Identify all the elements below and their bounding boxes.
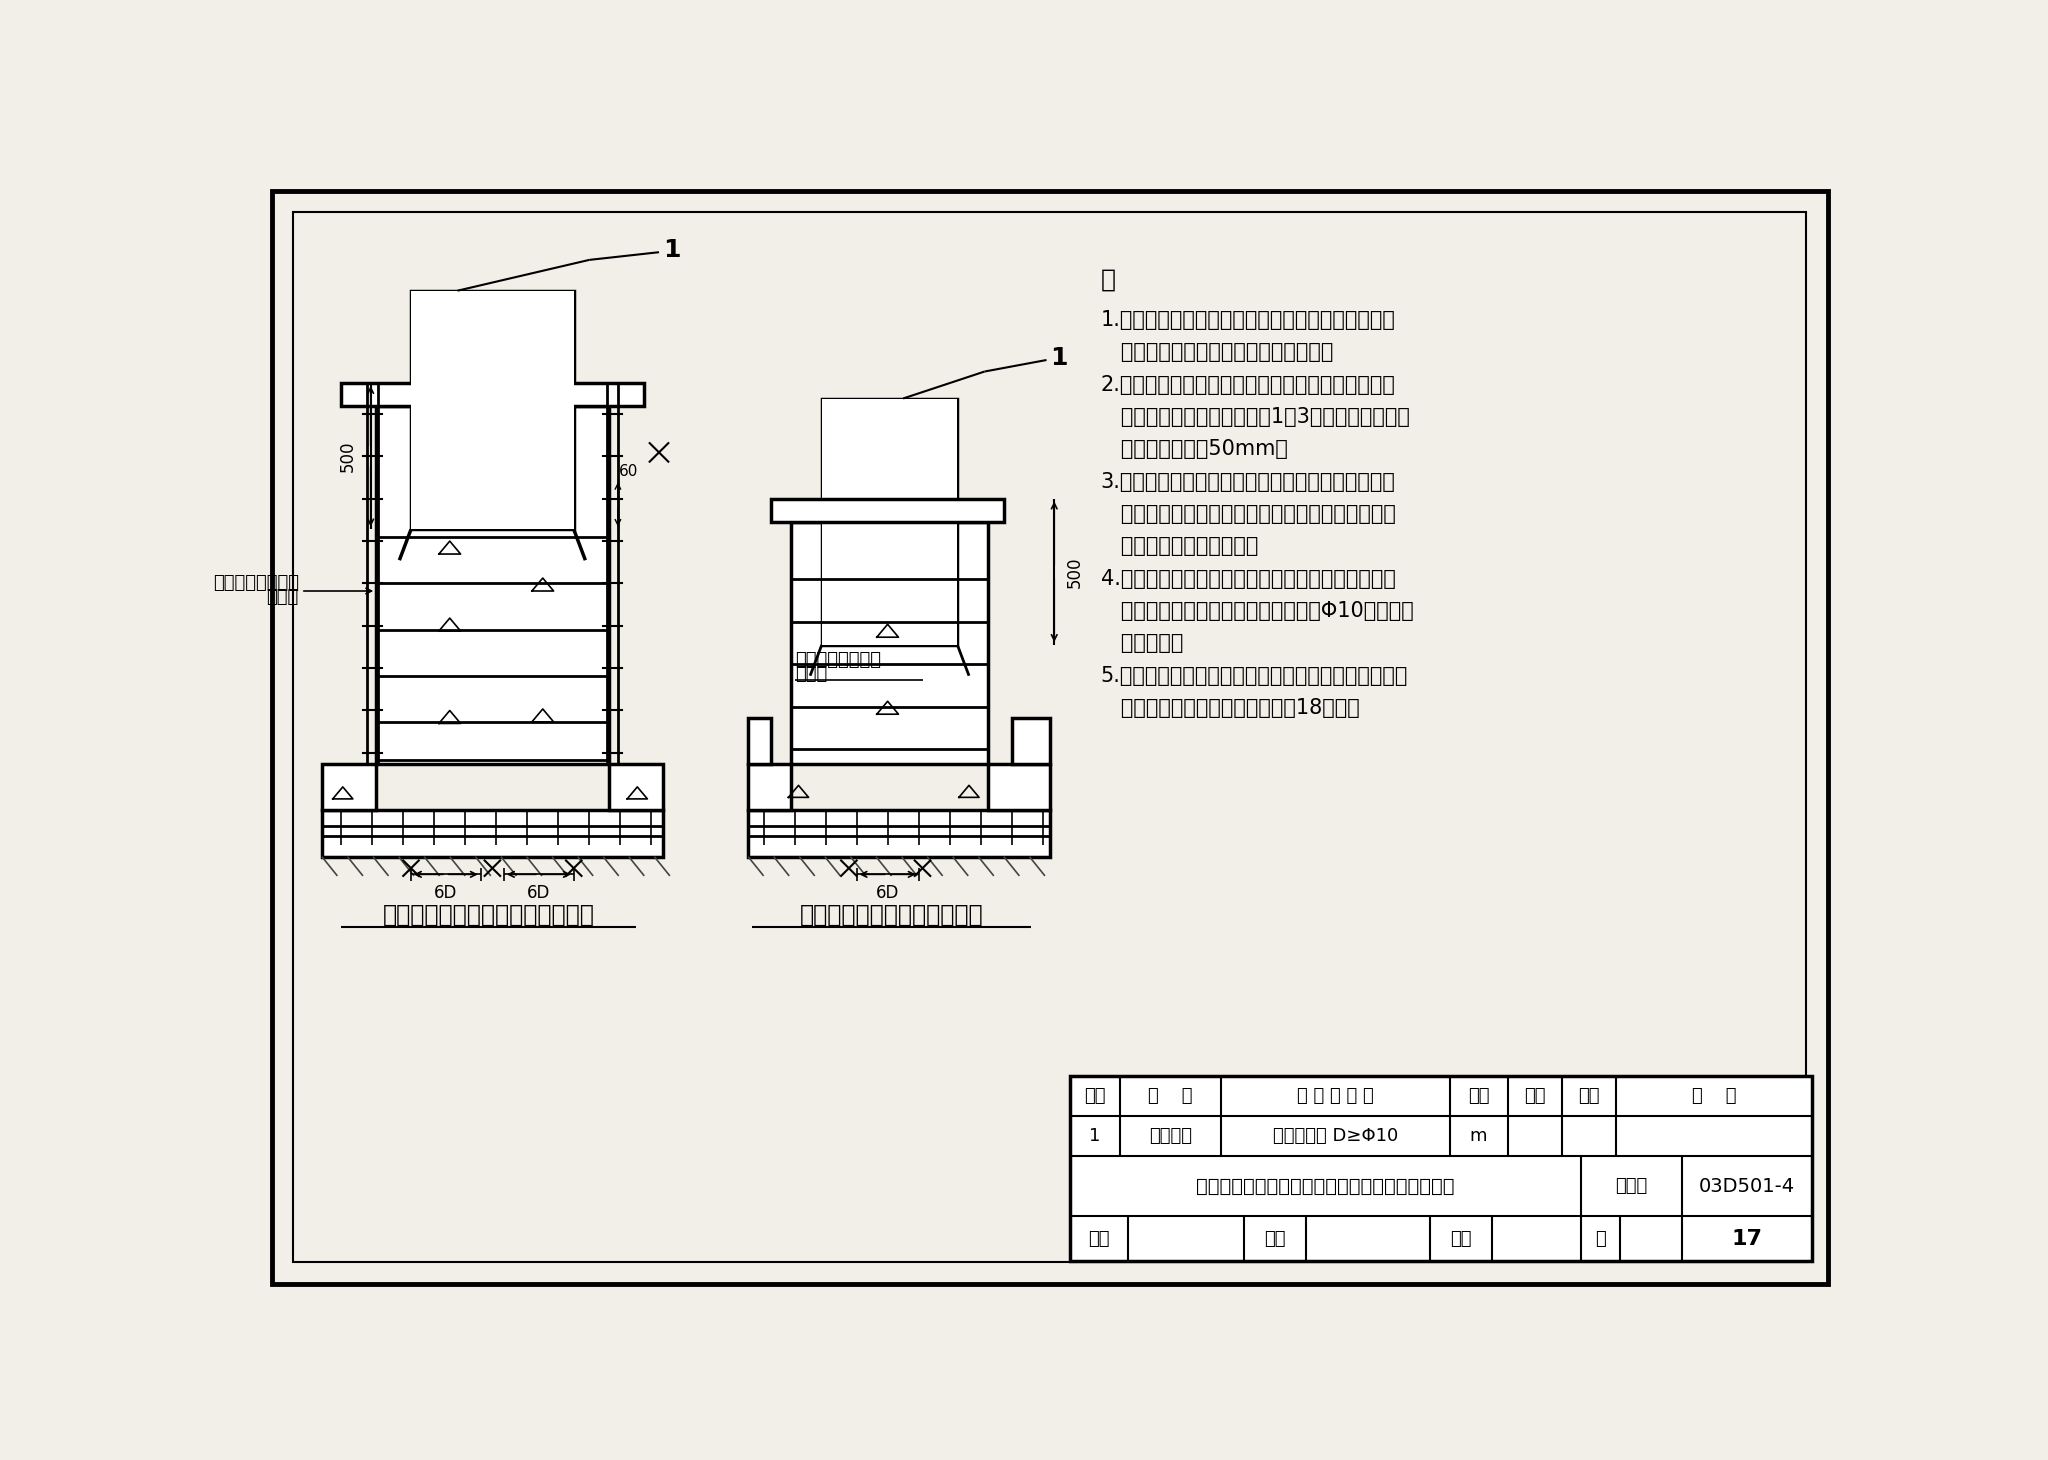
Text: 杯口型仅有水平钢筋网的基础: 杯口型仅有水平钢筋网的基础 (799, 902, 983, 927)
Text: 杯口型有垂直和水平钢筋网的基础: 杯口型有垂直和水平钢筋网的基础 (383, 902, 594, 927)
Bar (1069, 1076, 1812, 1261)
Text: 3.连接导体与钢筋网的连接一般应采用焊接；在施工: 3.连接导体与钢筋网的连接一般应采用焊接；在施工 (1100, 472, 1395, 492)
Text: 网上（当不能直接焊接时，采用一段Φ10钢筋或圆: 网上（当不能直接焊接时，采用一段Φ10钢筋或圆 (1100, 602, 1413, 620)
Bar (989, 764, 1051, 810)
Text: 6D: 6D (434, 883, 457, 902)
Text: 审核: 审核 (1087, 1229, 1110, 1248)
Bar (748, 764, 791, 810)
Text: 护层厚度不小于50mm，: 护层厚度不小于50mm， (1100, 439, 1288, 460)
Text: 数量: 数量 (1524, 1088, 1546, 1105)
Bar (412, 291, 573, 530)
Text: 500: 500 (1065, 556, 1083, 587)
Bar (772, 499, 1004, 521)
Text: 页次: 页次 (1579, 1088, 1599, 1105)
Text: 6D: 6D (526, 883, 551, 902)
Text: 页: 页 (1595, 1229, 1606, 1248)
Text: 注: 注 (1100, 267, 1116, 292)
Bar (748, 810, 1051, 857)
Text: 校对: 校对 (1264, 1229, 1286, 1248)
Text: 4.将与引出线连接的那一根垂直钢筋焊接到水平钢筋: 4.将与引出线连接的那一根垂直钢筋焊接到水平钢筋 (1100, 569, 1395, 588)
Bar (821, 399, 956, 645)
Text: 单位: 单位 (1468, 1088, 1489, 1105)
Text: 2.在连接导体焊到柱上预埋连接板后，与土壤接触的: 2.在连接导体焊到柱上预埋连接板后，与土壤接触的 (1100, 375, 1395, 394)
Text: 500: 500 (338, 441, 356, 472)
Text: 1.连接导体引出位置是在杯口一角的附近，与预制的: 1.连接导体引出位置是在杯口一角的附近，与预制的 (1100, 310, 1395, 330)
Text: 结构设计中原有的: 结构设计中原有的 (213, 574, 299, 593)
Text: m: m (1470, 1127, 1487, 1145)
Bar (1012, 718, 1051, 764)
Text: 地焊好后运往施工现场。: 地焊好后运往施工现场。 (1100, 536, 1257, 556)
Text: 6D: 6D (877, 883, 899, 902)
Text: 型 号 及 规 格: 型 号 及 规 格 (1296, 1088, 1374, 1105)
Text: 5.当基础底有桩基时，将每一桩基的一根主筋同承台钢: 5.当基础底有桩基时，将每一桩基的一根主筋同承台钢 (1100, 666, 1409, 686)
Text: 60: 60 (618, 464, 639, 479)
Bar (322, 810, 664, 857)
Bar (322, 764, 377, 810)
Bar (377, 406, 608, 764)
Text: 设计: 设计 (1450, 1229, 1473, 1248)
Text: 钢筋混凝土柱上的预埋连接板相对应。: 钢筋混凝土柱上的预埋连接板相对应。 (1100, 342, 1333, 362)
Bar (748, 718, 772, 764)
Text: 钢筋网: 钢筋网 (266, 588, 299, 606)
Text: 外露连接导体和连接板均用1：3水泥沙浆保护，保: 外露连接导体和连接板均用1：3水泥沙浆保护，保 (1100, 407, 1409, 426)
Text: 备    注: 备 注 (1692, 1088, 1737, 1105)
Text: 17: 17 (1733, 1228, 1763, 1248)
Bar (608, 764, 664, 810)
Bar (791, 521, 989, 764)
Text: 圆钢或钢筋 D≥Φ10: 圆钢或钢筋 D≥Φ10 (1272, 1127, 1399, 1145)
Text: 连接导体: 连接导体 (1149, 1127, 1192, 1145)
Text: 现场没有条件进行焊接时，应预先在钢筋网加工场: 现场没有条件进行焊接时，应预先在钢筋网加工场 (1100, 504, 1395, 524)
Text: 钢筋网: 钢筋网 (795, 666, 827, 683)
Bar (821, 399, 956, 645)
Bar (412, 291, 573, 530)
Text: 图集号: 图集号 (1616, 1177, 1649, 1196)
Text: 名    称: 名 称 (1149, 1088, 1192, 1105)
Text: 结构设计中原有的: 结构设计中原有的 (795, 651, 881, 669)
Text: 利用钢筋混凝土基础中的钢筋作接地极安装（二）: 利用钢筋混凝土基础中的钢筋作接地极安装（二） (1196, 1177, 1454, 1196)
Text: 1: 1 (664, 238, 680, 261)
Text: 序号: 序号 (1083, 1088, 1106, 1105)
Text: 1: 1 (1051, 346, 1067, 369)
Bar (342, 383, 643, 406)
Text: 03D501-4: 03D501-4 (1700, 1177, 1796, 1196)
Text: 钢跨焊）。: 钢跨焊）。 (1100, 634, 1184, 654)
Text: 筋焊接；当不能直接焊接时按页18施工。: 筋焊接；当不能直接焊接时按页18施工。 (1100, 698, 1360, 718)
Text: 1: 1 (1090, 1127, 1100, 1145)
